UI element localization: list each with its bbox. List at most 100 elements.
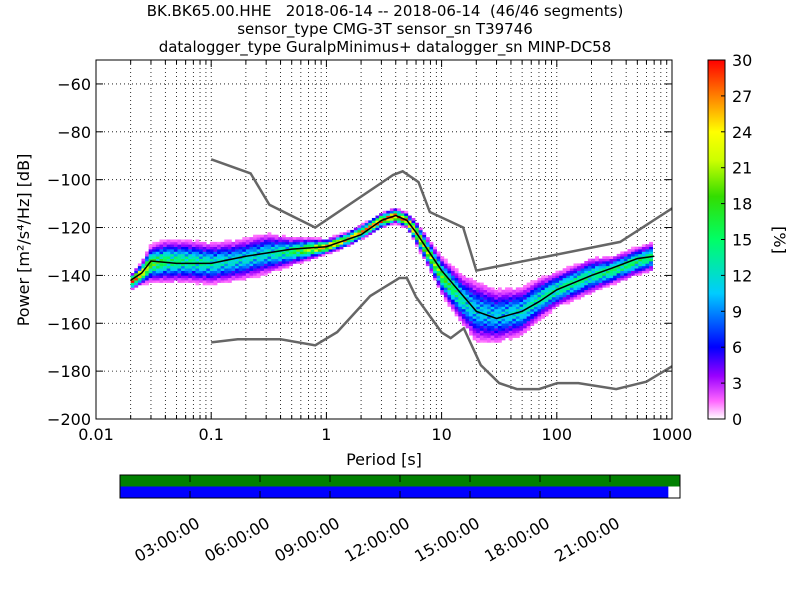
heatmap-cell [231, 251, 236, 255]
heatmap-cell [483, 332, 488, 336]
heatmap-cell [559, 270, 563, 274]
heatmap-cell [346, 244, 351, 247]
heatmap-cell [389, 222, 394, 226]
heatmap-cell [260, 258, 265, 262]
heatmap-cell [415, 225, 419, 228]
heatmap-cell [170, 239, 175, 243]
heatmap-cell [469, 277, 473, 281]
heatmap-cell [195, 251, 200, 255]
heatmap-cell [256, 241, 261, 245]
heatmap-cell [285, 263, 290, 267]
heatmap-cell [188, 280, 193, 283]
heatmap-cell [645, 253, 650, 257]
heatmap-cell [206, 251, 211, 255]
heatmap-cell [447, 275, 452, 279]
heatmap-cell [199, 270, 203, 274]
heatmap-cell [263, 253, 268, 257]
heatmap-cell [461, 277, 466, 281]
heatmap-cell [152, 265, 157, 269]
heatmap-cell [310, 239, 315, 243]
heatmap-cell [184, 253, 189, 257]
heatmap-cell [260, 253, 265, 257]
heatmap-cell [469, 325, 473, 329]
heatmap-cell [155, 280, 160, 283]
heatmap-cell [638, 263, 643, 267]
heatmap-cell [541, 304, 545, 307]
heatmap-cell [371, 222, 376, 226]
heatmap-cell [627, 275, 632, 279]
heatmap-cell [199, 251, 203, 255]
heatmap-cell [256, 256, 261, 259]
heatmap-cell [163, 244, 167, 247]
heatmap-cell [260, 270, 265, 274]
heatmap-cell [249, 268, 254, 271]
heatmap-cell [443, 265, 448, 269]
heatmap-cell [137, 280, 142, 283]
heatmap-cell [177, 261, 182, 264]
heatmap-cell [598, 258, 603, 262]
heatmap-cell [321, 253, 326, 257]
heatmap-cell [530, 308, 535, 312]
heatmap-cell [267, 270, 272, 274]
heatmap-cell [281, 256, 286, 259]
heatmap-cell [461, 308, 466, 312]
heatmap-cell [296, 249, 301, 252]
heatmap-cell [339, 237, 344, 240]
heatmap-cell [141, 275, 146, 279]
heatmap-cell [220, 270, 225, 274]
heatmap-cell [469, 316, 473, 319]
heatmap-cell [541, 306, 545, 310]
heatmap-cell [285, 239, 290, 243]
heatmap-cell [339, 246, 344, 250]
heatmap-cell [130, 273, 135, 276]
heatmap-cell [494, 311, 499, 314]
heatmap-cell [411, 220, 416, 224]
heatmap-cell [224, 239, 229, 243]
heatmap-cell [425, 237, 430, 240]
heatmap-cell [299, 258, 304, 262]
heatmap-cell [397, 217, 401, 221]
heatmap-cell [145, 280, 149, 283]
heatmap-cell [645, 263, 650, 267]
heatmap-cell [631, 268, 635, 271]
heatmap-cell [598, 268, 603, 271]
heatmap-cell [533, 294, 538, 298]
heatmap-cell [443, 277, 448, 281]
heatmap-cell [267, 253, 272, 257]
heatmap-cell [404, 215, 409, 219]
heatmap-cell [541, 280, 545, 283]
heatmap-cell [195, 253, 200, 257]
heatmap-cell [497, 287, 502, 291]
heatmap-cell [537, 282, 542, 286]
heatmap-cell [483, 311, 488, 314]
heatmap-cell [584, 270, 589, 274]
heatmap-cell [483, 292, 488, 295]
heatmap-cell [163, 249, 167, 252]
heatmap-cell [296, 258, 301, 262]
heatmap-cell [580, 287, 585, 291]
heatmap-cell [292, 253, 297, 257]
heatmap-cell [296, 261, 301, 264]
heatmap-cell [278, 261, 283, 264]
heatmap-cell [368, 232, 373, 236]
heatmap-cell [382, 215, 387, 219]
heatmap-cell [245, 265, 250, 269]
heatmap-cell [177, 239, 182, 243]
heatmap-cell [199, 256, 203, 259]
heatmap-cell [508, 337, 513, 341]
heatmap-cell [530, 311, 535, 314]
colorbar-tick-label: 9 [732, 302, 742, 321]
heatmap-cell [584, 284, 589, 288]
heatmap-cell [505, 306, 509, 310]
heatmap-cell [202, 268, 207, 271]
heatmap-cell [526, 323, 531, 326]
heatmap-cell [249, 258, 254, 262]
heatmap-cell [479, 299, 484, 303]
heatmap-cell [443, 275, 448, 279]
heatmap-cell [213, 270, 218, 274]
heatmap-cell [296, 241, 301, 245]
heatmap-cell [202, 273, 207, 276]
heatmap-cell [479, 301, 484, 305]
heatmap-cell [217, 268, 221, 271]
heatmap-cell [195, 273, 200, 276]
